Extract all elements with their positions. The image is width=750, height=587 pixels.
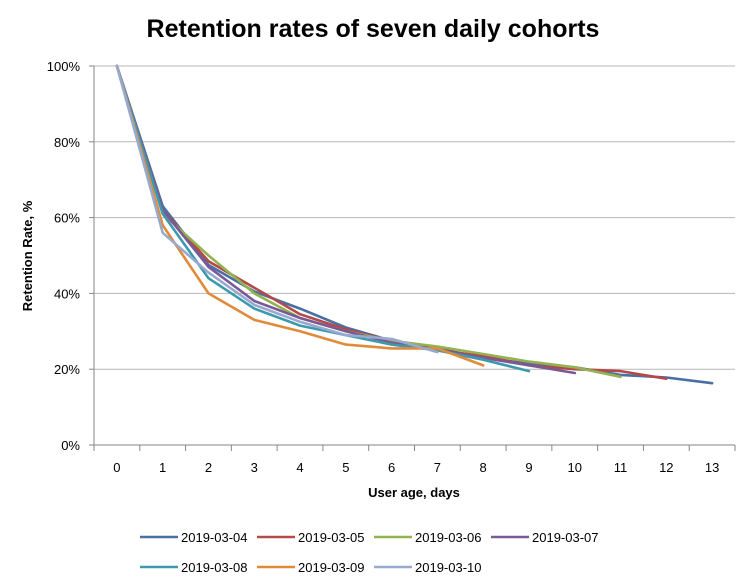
x-tick-label: 11 (614, 460, 628, 475)
legend-label: 2019-03-05 (298, 530, 365, 545)
y-tick-labels: 0% 20% 40% 60% 80% 100% (47, 59, 81, 453)
legend: 2019-03-04 2019-03-05 2019-03-06 2019-03-07… (140, 530, 599, 575)
x-axis-label: User age, days (368, 485, 460, 500)
legend-label: 2019-03-07 (532, 530, 599, 545)
y-tick-label: 40% (54, 286, 80, 301)
x-tick-label: 7 (434, 460, 441, 475)
series-lines (115, 64, 714, 385)
x-tick-label: 13 (705, 460, 719, 475)
x-tick-label: 12 (659, 460, 673, 475)
legend-label: 2019-03-04 (181, 530, 248, 545)
x-tick-label: 6 (388, 460, 395, 475)
legend-label: 2019-03-08 (181, 560, 248, 575)
series-line-2019-03-10 (115, 64, 439, 354)
x-tick-label: 1 (159, 460, 166, 475)
legend-label: 2019-03-06 (415, 530, 482, 545)
y-axis-label: Retention Rate, % (20, 200, 35, 311)
y-tick-label: 60% (54, 211, 80, 226)
y-tick-label: 100% (47, 59, 81, 74)
legend-label: 2019-03-09 (298, 560, 365, 575)
series-line-2019-03-07 (115, 64, 577, 375)
y-tick-label: 20% (54, 362, 80, 377)
chart-title: Retention rates of seven daily cohorts (147, 15, 600, 43)
x-tick-labels: 0 1 2 3 4 5 6 7 8 9 10 11 12 13 (113, 460, 719, 475)
y-tick-label: 0% (61, 438, 80, 453)
legend-label: 2019-03-10 (415, 560, 482, 575)
x-tick-label: 5 (342, 460, 349, 475)
series-line-2019-03-08 (115, 64, 531, 373)
axes (93, 66, 736, 451)
x-tick-label: 0 (113, 460, 120, 475)
x-tick-label: 4 (296, 460, 303, 475)
x-tick-label: 2 (205, 460, 212, 475)
y-tick-label: 80% (54, 135, 80, 150)
x-tick-label: 10 (568, 460, 582, 475)
x-tick-label: 3 (251, 460, 258, 475)
x-tick-label: 9 (525, 460, 532, 475)
x-tick-label: 8 (480, 460, 487, 475)
